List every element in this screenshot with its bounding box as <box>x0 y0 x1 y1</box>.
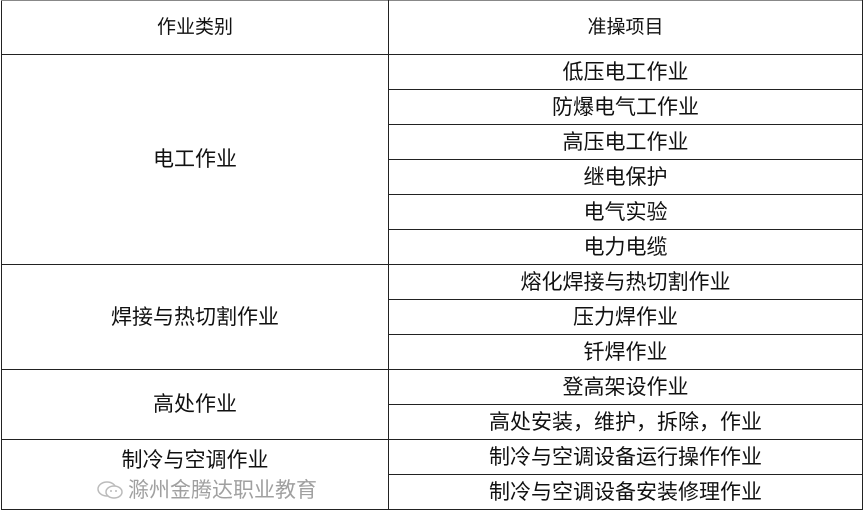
item-cell: 高压电工作业 <box>388 124 863 160</box>
item-cell: 登高架设作业 <box>388 369 863 405</box>
table-row: 高压电工作业 <box>2 124 863 160</box>
item-cell: 高处安装，维护，拆除，作业 <box>388 404 863 440</box>
item-cell: 电力电缆 <box>388 229 863 265</box>
table-row: 防爆电气工作业 <box>2 89 863 125</box>
table-row: 压力焊作业 <box>2 299 863 335</box>
item-cell: 防爆电气工作业 <box>388 89 863 125</box>
table-row: 电气实验 <box>2 194 863 230</box>
watermark: 滁州金腾达职业教育 <box>96 479 317 501</box>
category-cell: 焊接与热切割作业 <box>1 264 389 370</box>
table-row: 高处安装，维护，拆除，作业 <box>2 404 863 440</box>
wechat-icon <box>97 481 123 499</box>
table-row: 电工作业 低压电工作业 <box>1 54 863 265</box>
item-cell: 制冷与空调设备安装修理作业 <box>388 474 863 510</box>
watermark-text: 滁州金腾达职业教育 <box>128 477 317 502</box>
table-row: 焊接与热切割作业 熔化焊接与热切割作业 <box>1 264 863 370</box>
table-header-row: 作业类别 准操项目 <box>1 0 863 55</box>
item-cell: 压力焊作业 <box>388 299 863 335</box>
item-cell: 低压电工作业 <box>388 54 863 90</box>
header-category: 作业类别 <box>1 0 389 55</box>
item-cell: 制冷与空调设备运行操作作业 <box>388 439 863 475</box>
table-row: 制冷与空调设备安装修理作业 <box>2 474 863 510</box>
item-cell: 钎焊作业 <box>388 334 863 370</box>
item-cell: 电气实验 <box>388 194 863 230</box>
table-row: 高处作业 登高架设作业 <box>1 369 863 440</box>
category-cell: 电工作业 <box>1 54 389 265</box>
header-item: 准操项目 <box>388 0 863 55</box>
category-cell: 高处作业 <box>1 369 389 440</box>
item-cell: 熔化焊接与热切割作业 <box>388 264 863 300</box>
table-row: 钎焊作业 <box>2 334 863 370</box>
item-cell: 继电保护 <box>388 159 863 195</box>
category-cell: 制冷与空调作业 <box>1 439 389 510</box>
table-row: 制冷与空调作业 制冷与空调设备运行操作作业 <box>1 439 863 510</box>
